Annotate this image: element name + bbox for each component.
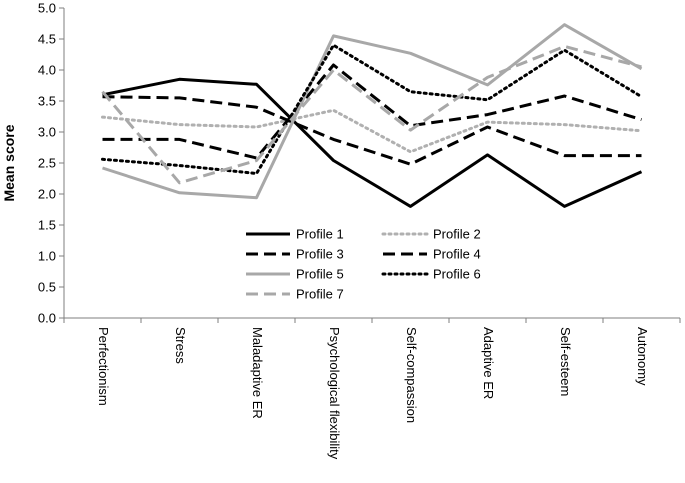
y-tick-label: 2.5 (38, 156, 56, 171)
y-tick-label: 4.0 (38, 63, 56, 78)
series-line-profile-3 (102, 95, 642, 166)
y-axis-ticks: 0.0 0.5 1.0 1.5 2.0 2.5 3.0 3.5 4.0 4.5 5.0 (38, 1, 64, 326)
y-tick-label: 1.0 (38, 249, 56, 264)
series-line-profile-4 (102, 63, 642, 160)
x-category-label: Self-compassion (404, 327, 419, 423)
legend-label-profile-3: Profile 3 (296, 247, 344, 262)
y-tick-label: 4.5 (38, 32, 56, 47)
y-tick-label: 3.0 (38, 125, 56, 140)
y-tick-label: 2.0 (38, 187, 56, 202)
legend-label-profile-5: Profile 5 (296, 267, 344, 282)
series-line-profile-6 (101, 43, 643, 175)
series-line-profile-5 (102, 23, 643, 200)
y-tick-label: 0.0 (38, 311, 56, 326)
x-axis-category-labels: Perfectionism Stress Maladaptive ER Psychol… (96, 327, 650, 460)
legend-label-profile-6: Profile 6 (433, 267, 481, 282)
x-category-label: Self-esteem (558, 327, 573, 396)
legend: Profile 1 Profile 2 Profile 3 Profile 4 Prof… (246, 227, 481, 302)
y-tick-label: 3.5 (38, 94, 56, 109)
y-tick-label: 1.5 (38, 218, 56, 233)
x-category-label: Perfectionism (96, 327, 111, 406)
series-line-profile-7 (101, 44, 642, 185)
x-category-label: Psychological flexibility (327, 327, 342, 460)
x-category-label: Autonomy (635, 327, 650, 386)
y-tick-label: 5.0 (38, 1, 56, 16)
legend-label-profile-2: Profile 2 (433, 227, 481, 242)
series-lines (101, 23, 643, 208)
y-tick-label: 0.5 (38, 280, 56, 295)
legend-label-profile-4: Profile 4 (433, 247, 481, 262)
x-category-label: Adaptive ER (481, 327, 496, 399)
x-axis (63, 317, 681, 323)
legend-label-profile-1: Profile 1 (296, 227, 344, 242)
x-category-label: Stress (173, 327, 188, 364)
x-category-label: Maladaptive ER (250, 327, 265, 419)
y-axis-title: Mean score (1, 124, 17, 201)
series-line-profile-1 (102, 77, 643, 208)
series-line-profile-2 (101, 108, 643, 154)
legend-label-profile-7: Profile 7 (296, 287, 344, 302)
